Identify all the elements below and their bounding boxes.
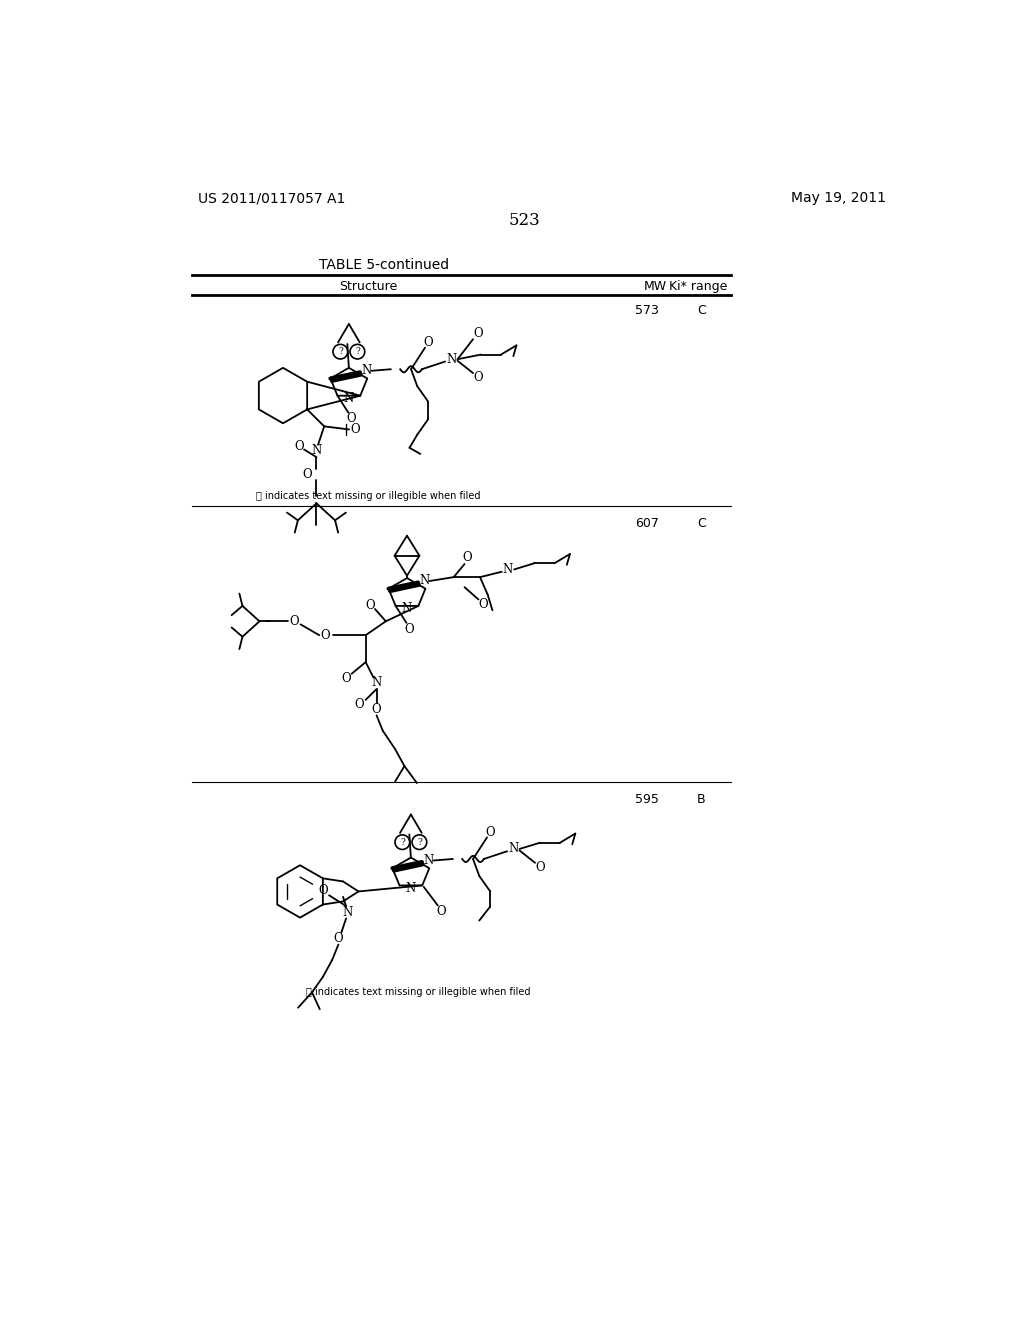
Text: 573: 573: [635, 305, 659, 317]
Text: TABLE 5-continued: TABLE 5-continued: [318, 257, 449, 272]
Text: O: O: [372, 702, 381, 715]
Text: O: O: [463, 552, 472, 565]
Text: N: N: [343, 906, 353, 919]
Text: O: O: [295, 440, 304, 453]
Text: ?: ?: [417, 838, 422, 846]
Text: O: O: [366, 599, 375, 612]
Text: N: N: [372, 676, 382, 689]
Text: May 19, 2011: May 19, 2011: [791, 191, 886, 206]
Text: 607: 607: [635, 517, 659, 529]
Text: ⓘ indicates text missing or illegible when filed: ⓘ indicates text missing or illegible wh…: [256, 491, 480, 500]
Text: C: C: [697, 305, 706, 317]
Text: O: O: [485, 825, 495, 838]
Text: B: B: [697, 792, 706, 805]
Text: O: O: [478, 598, 487, 611]
Text: O: O: [347, 412, 356, 425]
Text: O: O: [334, 932, 343, 945]
Text: O: O: [350, 422, 360, 436]
Text: O: O: [290, 615, 299, 628]
Text: US 2011/0117057 A1: US 2011/0117057 A1: [198, 191, 345, 206]
Text: N: N: [401, 602, 412, 615]
Text: ?: ?: [355, 347, 359, 356]
Text: N: N: [406, 882, 416, 895]
Text: 595: 595: [635, 792, 659, 805]
Text: C: C: [697, 517, 706, 529]
Text: ⓘ indicates text missing or illegible when filed: ⓘ indicates text missing or illegible wh…: [306, 986, 530, 997]
Text: N: N: [508, 842, 518, 855]
Text: N: N: [419, 574, 429, 587]
Text: O: O: [341, 672, 351, 685]
Text: N: N: [446, 352, 457, 366]
Text: O: O: [423, 335, 433, 348]
Text: N: N: [344, 392, 354, 405]
Text: N: N: [503, 562, 513, 576]
Text: O: O: [404, 623, 415, 635]
Text: O: O: [354, 698, 365, 711]
Text: MW: MW: [643, 280, 667, 293]
Text: O: O: [318, 884, 328, 898]
Text: ?: ?: [400, 838, 404, 846]
Text: O: O: [321, 628, 330, 642]
Text: Ki* range: Ki* range: [670, 280, 728, 293]
Text: 523: 523: [509, 211, 541, 228]
Text: O: O: [302, 467, 312, 480]
Text: O: O: [535, 861, 545, 874]
Text: O: O: [436, 906, 445, 919]
Text: N: N: [423, 854, 433, 867]
Text: N: N: [311, 445, 322, 458]
Text: O: O: [473, 327, 482, 341]
Text: O: O: [473, 371, 482, 384]
Text: ?: ?: [338, 347, 343, 356]
Text: N: N: [361, 364, 372, 378]
Text: Structure: Structure: [339, 280, 397, 293]
